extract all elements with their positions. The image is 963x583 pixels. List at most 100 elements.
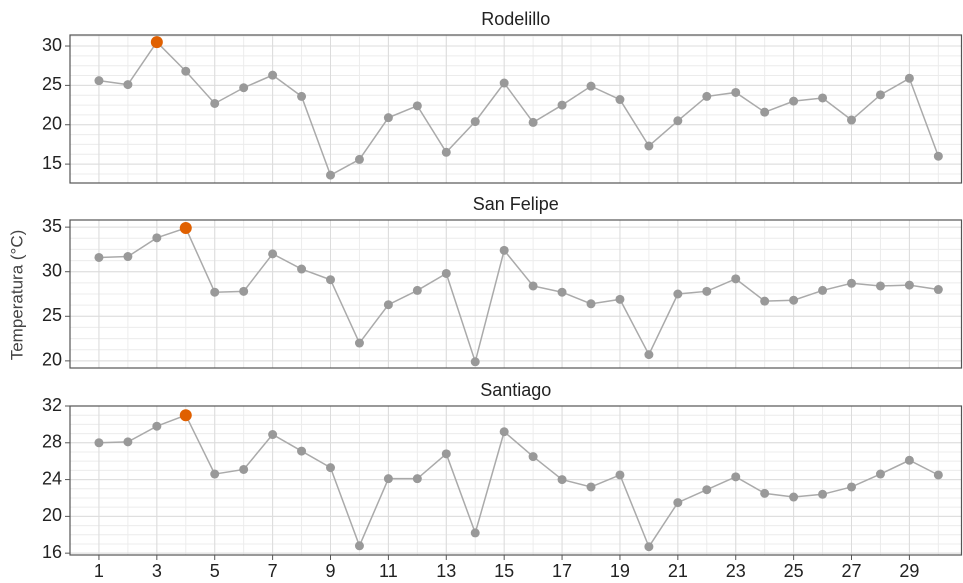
point xyxy=(239,286,249,296)
x-tick-label: 13 xyxy=(436,561,456,581)
point xyxy=(297,264,307,274)
point xyxy=(702,485,712,495)
point xyxy=(731,274,741,284)
point xyxy=(760,107,770,117)
x-tick-label: 25 xyxy=(784,561,804,581)
x-tick-label: 1 xyxy=(94,561,104,581)
point xyxy=(644,350,654,360)
point xyxy=(470,357,480,367)
point xyxy=(904,455,914,465)
point xyxy=(354,154,364,164)
x-tick-label: 9 xyxy=(325,561,335,581)
point xyxy=(297,91,307,101)
point xyxy=(268,70,278,80)
point xyxy=(528,117,538,127)
point xyxy=(383,474,393,484)
point xyxy=(152,421,162,431)
point xyxy=(210,469,220,479)
point xyxy=(847,482,857,492)
y-tick-label: 25 xyxy=(42,305,62,325)
point xyxy=(470,528,480,538)
point xyxy=(210,287,220,297)
x-tick-label: 21 xyxy=(668,561,688,581)
x-tick-label: 15 xyxy=(494,561,514,581)
point xyxy=(412,474,422,484)
point xyxy=(210,98,220,108)
point xyxy=(354,338,364,348)
point xyxy=(702,286,712,296)
point xyxy=(875,90,885,100)
point xyxy=(239,464,249,474)
point xyxy=(383,113,393,123)
point xyxy=(239,83,249,93)
y-axis-label: Temperatura (°C) xyxy=(7,230,26,361)
point xyxy=(702,91,712,101)
point xyxy=(818,93,828,103)
point xyxy=(673,289,683,299)
point xyxy=(933,285,943,295)
panel-title: Santiago xyxy=(480,380,551,400)
y-tick-label: 28 xyxy=(42,432,62,452)
point xyxy=(875,281,885,291)
point xyxy=(904,280,914,290)
point xyxy=(441,147,451,157)
point xyxy=(326,463,336,473)
point xyxy=(847,278,857,288)
point xyxy=(181,66,191,76)
x-tick-label: 29 xyxy=(899,561,919,581)
point xyxy=(557,100,567,110)
point xyxy=(152,233,162,243)
point xyxy=(297,446,307,456)
y-tick-label: 15 xyxy=(42,153,62,173)
line xyxy=(98,227,939,365)
y-tick-label: 32 xyxy=(42,395,62,415)
point xyxy=(615,470,625,480)
point xyxy=(557,287,567,297)
point xyxy=(586,299,596,309)
point xyxy=(818,285,828,295)
point xyxy=(268,430,278,440)
point xyxy=(326,275,336,285)
point xyxy=(123,252,133,262)
point xyxy=(731,472,741,482)
point xyxy=(586,482,596,492)
x-tick-label: 7 xyxy=(268,561,278,581)
point xyxy=(789,96,799,106)
point xyxy=(383,300,393,310)
point xyxy=(412,101,422,111)
point xyxy=(760,488,770,498)
x-tick-label: 11 xyxy=(379,561,398,581)
point xyxy=(94,438,104,448)
y-tick-label: 16 xyxy=(42,542,62,562)
line xyxy=(98,40,940,177)
point xyxy=(615,95,625,105)
y-tick-label: 20 xyxy=(42,113,62,133)
point xyxy=(123,437,133,447)
point xyxy=(904,73,914,83)
panel-frame xyxy=(69,219,963,369)
point xyxy=(499,245,509,255)
x-tick-label: 5 xyxy=(210,561,220,581)
point xyxy=(94,252,104,262)
point xyxy=(875,469,885,479)
point xyxy=(644,141,654,151)
point xyxy=(499,78,509,88)
x-tick-label: 23 xyxy=(726,561,746,581)
point xyxy=(268,249,278,259)
point xyxy=(644,542,654,552)
point xyxy=(673,498,683,508)
point xyxy=(499,427,509,437)
panel-title: Rodelillo xyxy=(481,9,550,29)
point xyxy=(818,489,828,499)
panel-title: San Felipe xyxy=(473,194,559,214)
point xyxy=(441,449,451,459)
point xyxy=(528,452,538,462)
point xyxy=(789,492,799,502)
y-tick-label: 24 xyxy=(42,468,62,488)
point xyxy=(847,115,857,125)
point xyxy=(933,470,943,480)
y-tick-label: 20 xyxy=(42,505,62,525)
panel-frame xyxy=(69,34,963,184)
